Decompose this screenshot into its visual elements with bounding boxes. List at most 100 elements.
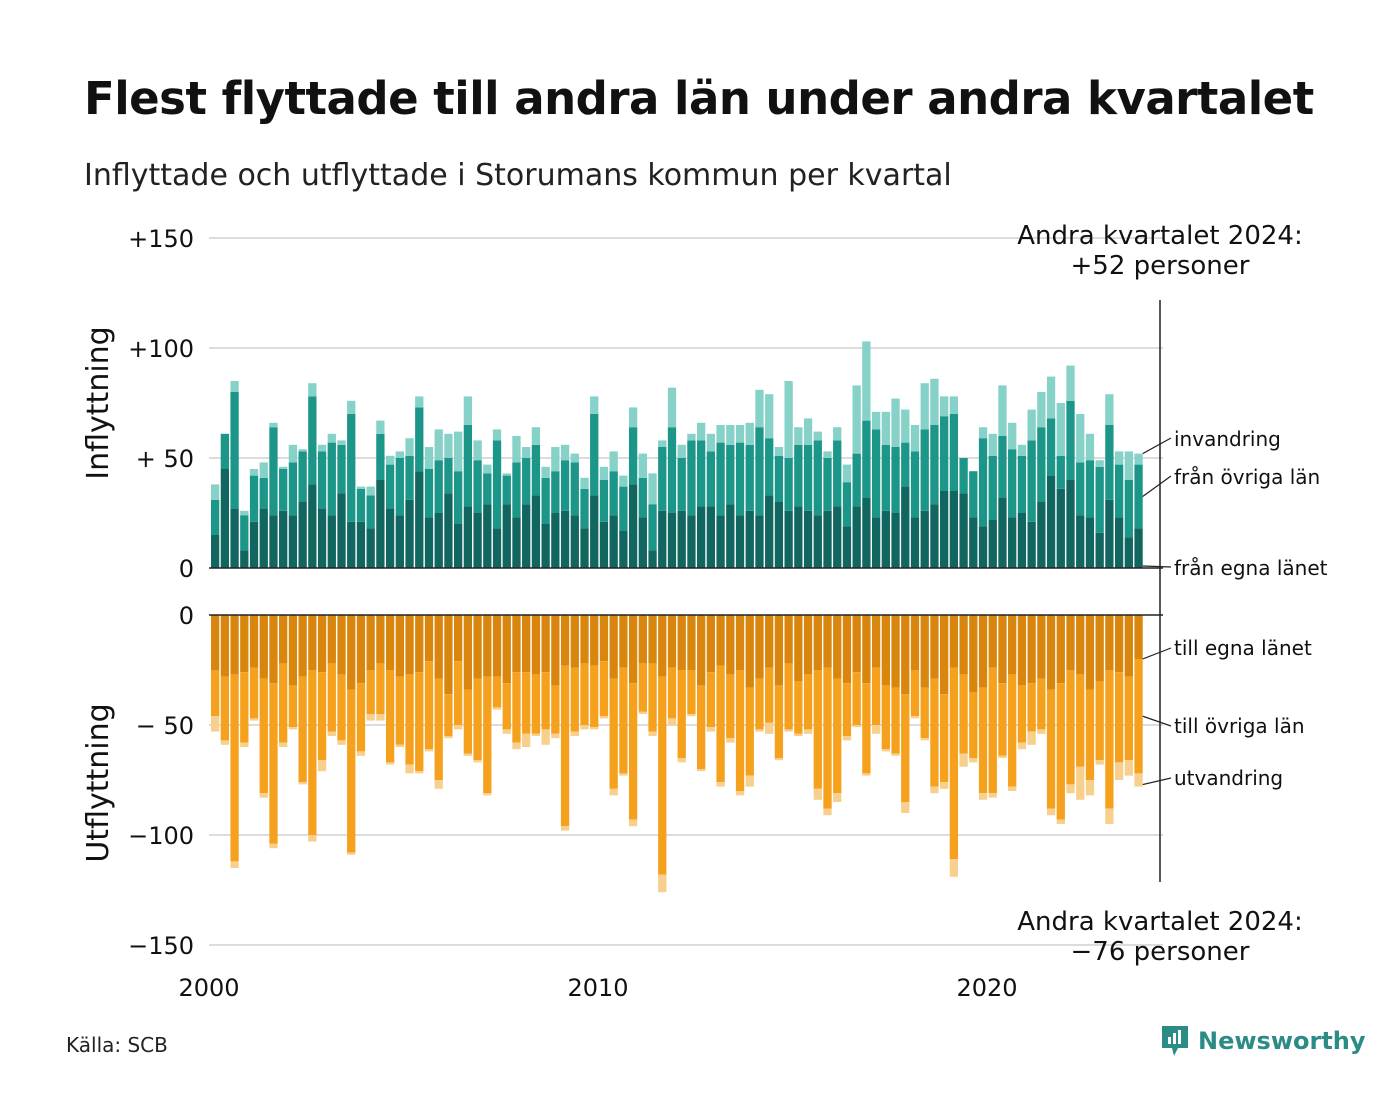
bar-utflyttning <box>667 667 677 719</box>
brand-logo[interactable]: Newsworthy <box>1160 1024 1366 1058</box>
bar-utflyttning <box>871 725 881 734</box>
bar-inflyttning <box>978 427 988 439</box>
bar-inflyttning <box>1114 451 1124 465</box>
bar-inflyttning <box>774 455 784 502</box>
bar-utflyttning <box>949 859 959 877</box>
bar-utflyttning <box>920 738 929 741</box>
bar-utflyttning <box>454 725 463 730</box>
bar-inflyttning <box>1027 409 1036 441</box>
bar-inflyttning <box>259 477 268 509</box>
bar-inflyttning <box>405 438 414 456</box>
bar-utflyttning <box>881 615 890 686</box>
bar-inflyttning <box>803 510 813 568</box>
bar-utflyttning <box>1076 766 1085 800</box>
bar-utflyttning <box>988 615 997 668</box>
y-tick-label-inflyttning: + 50 <box>136 445 194 473</box>
bar-utflyttning <box>716 782 725 787</box>
bar-utflyttning <box>998 683 1007 756</box>
bar-inflyttning <box>813 431 822 441</box>
bar-inflyttning <box>1095 532 1104 568</box>
bar-inflyttning <box>288 515 298 568</box>
bar-utflyttning <box>1017 615 1027 686</box>
bar-inflyttning <box>677 458 686 511</box>
bar-utflyttning <box>405 764 414 774</box>
bar-utflyttning <box>755 678 764 730</box>
bar-inflyttning <box>279 466 288 469</box>
bar-inflyttning <box>774 502 784 568</box>
bar-inflyttning <box>551 471 560 513</box>
bar-utflyttning <box>920 687 929 739</box>
bar-inflyttning <box>269 515 278 568</box>
bar-utflyttning <box>551 685 560 734</box>
bar-utflyttning <box>570 731 579 736</box>
bar-utflyttning <box>677 615 686 670</box>
bar-utflyttning <box>434 780 443 789</box>
bar-inflyttning <box>1105 499 1114 568</box>
bar-utflyttning <box>910 716 920 719</box>
bar-utflyttning <box>492 676 502 708</box>
bar-inflyttning <box>706 451 716 507</box>
bar-utflyttning <box>706 672 716 728</box>
bar-utflyttning <box>628 615 638 684</box>
bar-inflyttning <box>1046 376 1056 419</box>
bar-inflyttning <box>726 444 735 505</box>
bar-utflyttning <box>259 793 268 798</box>
bar-inflyttning <box>259 462 268 478</box>
bar-utflyttning <box>784 615 793 664</box>
bar-utflyttning <box>259 615 268 679</box>
bar-inflyttning <box>502 475 511 505</box>
bar-utflyttning <box>230 861 239 868</box>
bar-inflyttning <box>735 425 745 443</box>
bar-utflyttning <box>492 615 502 677</box>
bar-inflyttning <box>930 378 939 425</box>
bar-utflyttning <box>1008 786 1017 791</box>
bar-utflyttning <box>492 707 502 710</box>
bar-inflyttning <box>687 515 696 568</box>
bar-inflyttning <box>871 517 881 568</box>
bar-inflyttning <box>424 517 434 568</box>
bar-utflyttning <box>745 687 754 776</box>
bar-utflyttning <box>755 615 764 679</box>
axes: 0 + 50 +100 +150 0 − 50 −100 −150 2000 2010 2020 In… <box>81 225 1163 1002</box>
leader-line <box>1142 777 1172 786</box>
bar-inflyttning <box>531 444 541 496</box>
bar-utflyttning <box>969 692 978 758</box>
bar-utflyttning <box>502 729 511 734</box>
bar-inflyttning <box>560 460 570 511</box>
bar-utflyttning <box>735 791 745 796</box>
bar-inflyttning <box>502 504 511 568</box>
bar-inflyttning <box>366 528 375 568</box>
bar-inflyttning <box>541 466 550 478</box>
bar-utflyttning <box>424 749 434 752</box>
bar-inflyttning <box>638 453 647 478</box>
bar-inflyttning <box>279 469 288 511</box>
bar-inflyttning <box>395 458 404 516</box>
bar-utflyttning <box>677 670 686 758</box>
bar-inflyttning <box>415 396 424 408</box>
bar-inflyttning <box>366 486 375 496</box>
bar-utflyttning <box>317 760 327 772</box>
bar-inflyttning <box>230 392 239 509</box>
bar-inflyttning <box>716 425 725 443</box>
bar-inflyttning <box>298 502 307 568</box>
bar-inflyttning <box>541 524 550 568</box>
bar-utflyttning <box>473 615 482 679</box>
bar-inflyttning <box>483 464 492 474</box>
bar-utflyttning <box>1008 674 1017 787</box>
bar-inflyttning <box>395 515 404 568</box>
bar-inflyttning <box>405 455 414 500</box>
bar-inflyttning <box>784 381 793 458</box>
bar-utflyttning <box>522 733 531 747</box>
bar-utflyttning <box>677 758 686 763</box>
bar-utflyttning <box>697 769 706 772</box>
bar-utflyttning <box>327 663 336 732</box>
bar-inflyttning <box>590 396 599 414</box>
bar-inflyttning <box>570 453 579 463</box>
bar-inflyttning <box>327 442 336 516</box>
bar-inflyttning <box>667 427 677 513</box>
bar-utflyttning <box>1066 615 1075 670</box>
bar-inflyttning <box>638 477 647 518</box>
bar-utflyttning <box>385 762 395 765</box>
bar-inflyttning <box>677 444 686 458</box>
bar-inflyttning <box>755 515 764 568</box>
